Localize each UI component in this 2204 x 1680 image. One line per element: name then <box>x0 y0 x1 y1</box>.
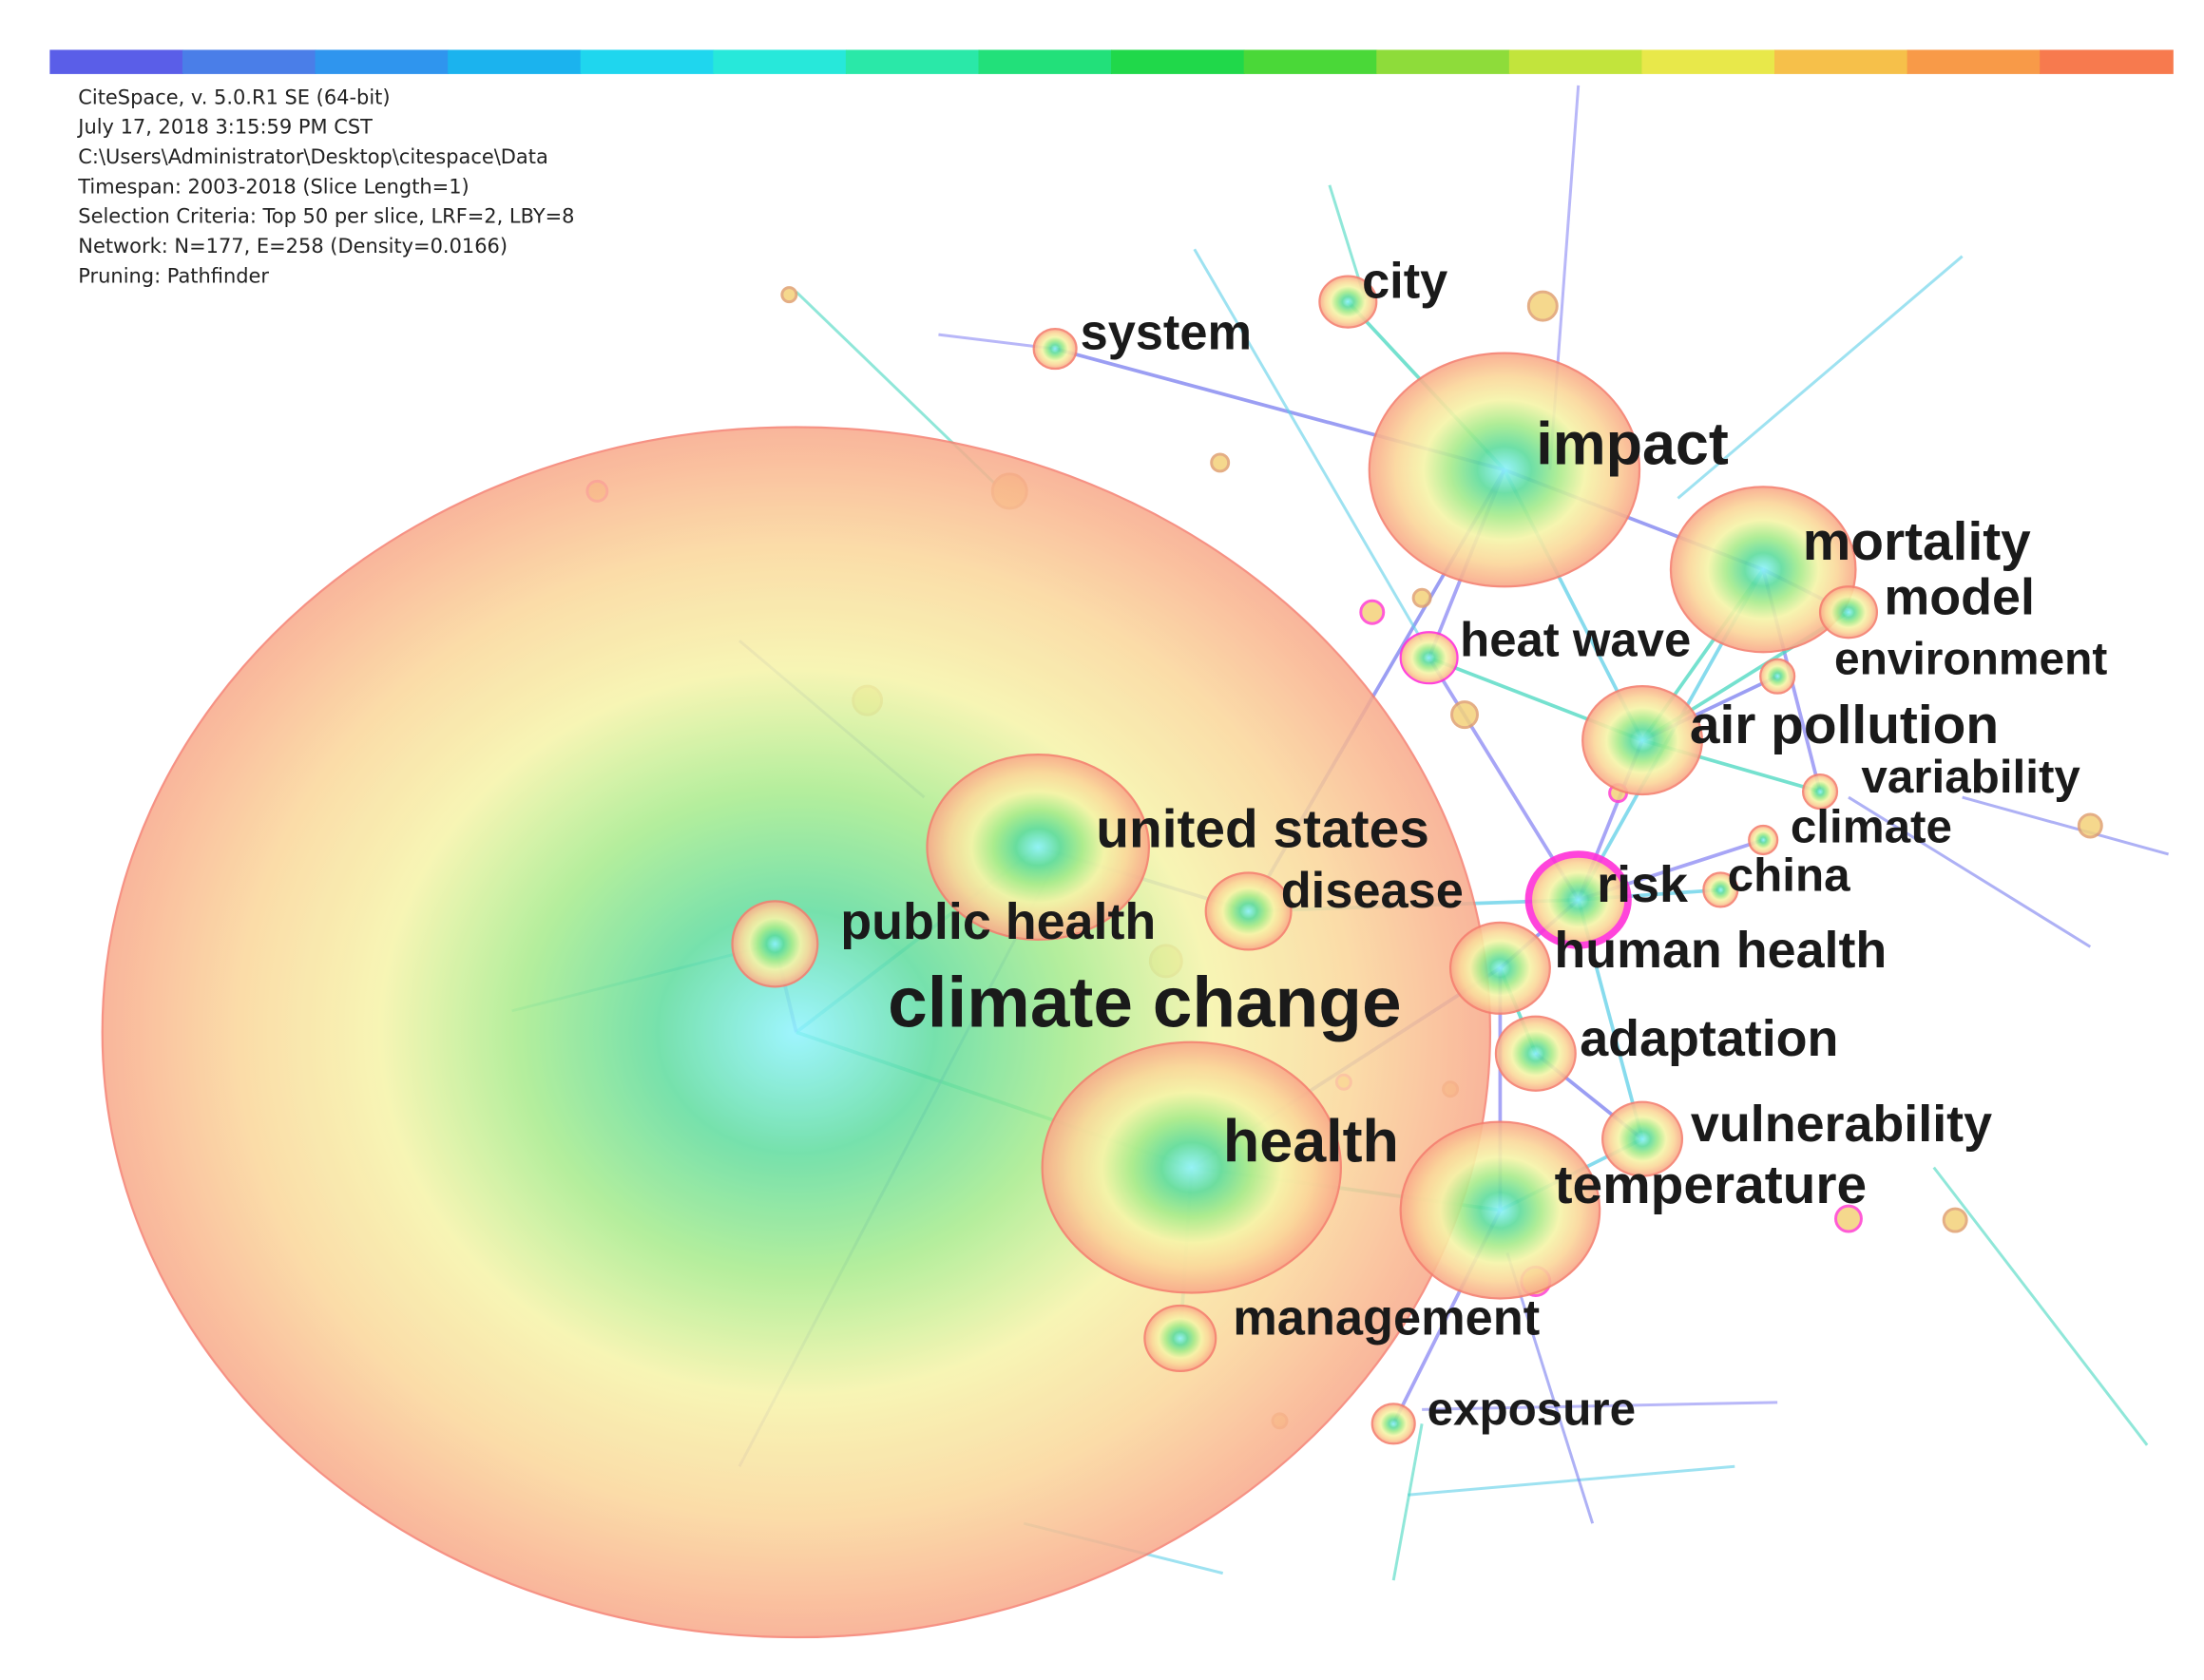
keyword-node <box>1448 921 1551 1015</box>
keyword-node <box>1524 850 1632 949</box>
color-bar-segment <box>1641 49 1776 74</box>
color-bar-segment <box>315 49 450 74</box>
keyword-node <box>1399 631 1459 685</box>
node-label: exposure <box>1428 1383 1636 1435</box>
keyword-node <box>1581 685 1703 796</box>
color-bar-segment <box>182 49 316 74</box>
node-label: temperature <box>1555 1155 1867 1215</box>
info-line: July 17, 2018 3:15:59 PM CST <box>76 116 373 139</box>
node-label: united states <box>1096 799 1429 860</box>
color-bar-segment <box>1774 49 1908 74</box>
info-line: Timespan: 2003-2018 (Slice Length=1) <box>77 175 469 198</box>
color-bar <box>49 49 2174 74</box>
keyword-node <box>1494 1015 1577 1092</box>
minor-node <box>1834 1204 1863 1233</box>
node-label: climate <box>1791 801 1952 853</box>
info-line: Network: N=177, E=258 (Density=0.0166) <box>78 235 508 258</box>
color-bar-segment <box>1243 49 1378 74</box>
minor-node <box>1210 452 1231 473</box>
info-line: CiteSpace, v. 5.0.R1 SE (64-bit) <box>78 86 390 108</box>
keyword-node <box>101 426 1492 1639</box>
keyword-node <box>1759 658 1796 695</box>
edge <box>1962 795 2169 856</box>
node-label: variability <box>1861 751 2080 803</box>
color-bar-segment <box>448 49 582 74</box>
color-bar-segment <box>49 49 184 74</box>
nodes <box>101 275 2103 1639</box>
color-bar-segment <box>580 49 715 74</box>
color-bar-segment <box>2040 49 2174 74</box>
color-bar-segment <box>978 49 1113 74</box>
minor-node <box>1942 1207 1968 1233</box>
minor-node <box>1359 599 1386 625</box>
color-bar-segment <box>1376 49 1510 74</box>
minor-node <box>2077 812 2103 839</box>
node-label: air pollution <box>1690 695 1999 755</box>
keyword-node <box>1702 871 1739 908</box>
node-label: heat wave <box>1460 613 1691 667</box>
edge <box>1505 1252 1595 1524</box>
keyword-node <box>1669 486 1857 654</box>
node-label: risk <box>1597 856 1689 913</box>
keyword-node <box>1601 1100 1684 1177</box>
node-label: environment <box>1834 634 2107 684</box>
keyword-node <box>1204 871 1293 951</box>
keyword-node <box>731 900 819 988</box>
minor-node <box>1526 290 1559 322</box>
node-label: public health <box>840 893 1156 950</box>
color-bar-segment <box>1111 49 1245 74</box>
node-label: system <box>1081 305 1252 360</box>
node-label: disease <box>1281 864 1464 919</box>
color-bar-segment <box>1508 49 1643 74</box>
keyword-node <box>1370 1403 1416 1445</box>
info-line: C:\Users\Administrator\Desktop\citespace… <box>78 145 547 168</box>
keyword-node <box>1818 585 1879 640</box>
color-bar-segment <box>845 49 980 74</box>
node-label: impact <box>1536 411 1729 478</box>
info-line: Selection Criteria: Top 50 per slice, LR… <box>78 205 574 228</box>
minor-node <box>1450 700 1479 730</box>
edge <box>1193 248 1424 641</box>
node-label: management <box>1233 1290 1540 1346</box>
color-bar-segment <box>713 49 847 74</box>
edge <box>1391 1423 1424 1581</box>
minor-node <box>1411 587 1432 608</box>
keyword-node <box>926 753 1150 942</box>
edge <box>1408 1464 1735 1497</box>
edge <box>1932 1166 2149 1446</box>
info-panel: CiteSpace, v. 5.0.R1 SE (64-bit) July 17,… <box>76 86 574 287</box>
edge <box>1422 1401 1778 1411</box>
edge <box>1677 255 1964 500</box>
color-bar-segment <box>1907 49 2041 74</box>
labels: climate change health impact mortality unite… <box>840 254 2107 1435</box>
node-label: mortality <box>1803 511 2031 572</box>
node-label: city <box>1362 254 1447 309</box>
minor-node <box>780 286 798 304</box>
edge <box>1848 795 2092 948</box>
keyword-node <box>1318 275 1378 329</box>
node-label: vulnerability <box>1691 1096 1992 1153</box>
info-line: Pruning: Pathfinder <box>78 264 269 287</box>
keyword-node <box>1399 1120 1601 1300</box>
keyword-node <box>1041 1040 1342 1294</box>
keyword-node <box>1032 327 1078 371</box>
keyword-node <box>1368 352 1641 588</box>
node-label: china <box>1728 849 1850 901</box>
keyword-node <box>1801 773 1839 811</box>
keyword-node <box>1748 824 1779 856</box>
node-label: health <box>1223 1109 1399 1175</box>
node-label: model <box>1884 568 2035 625</box>
node-label: adaptation <box>1580 1010 1838 1067</box>
node-label: climate change <box>888 963 1401 1042</box>
node-label: human health <box>1554 922 1887 979</box>
keyword-node <box>1143 1304 1217 1372</box>
